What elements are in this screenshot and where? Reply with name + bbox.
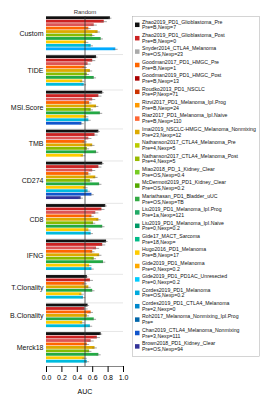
svg-text:McDermott2019_PD1_Kidney_Clear: McDermott2019_PD1_Kidney_ClearPre=OS,Nex… <box>142 179 226 191</box>
svg-text:Roudko2013_PD1_NSCLCPre=P,Nexp: Roudko2013_PD1_NSCLCPre=P,Nexp=71 <box>142 86 205 98</box>
svg-text:1.0: 1.0 <box>119 374 129 381</box>
svg-text:Nathanson2017_CTLA4_Melanoma_P: Nathanson2017_CTLA4_Melanoma_PostPre=4,N… <box>142 153 239 165</box>
svg-text:Hugo2016_PD1_MelanomaPre=B,Nex: Hugo2016_PD1_MelanomaPre=B,Nexp=17 <box>142 246 206 258</box>
svg-text:Rizvi2017_PD1_Melanoma_IpI.Pro: Rizvi2017_PD1_Melanoma_IpI.ProgPre=B,Nex… <box>142 99 226 111</box>
svg-text:Liu2019_PD1_Melanoma_IpI.Naive: Liu2019_PD1_Melanoma_IpI.NaivePre=0,Nexp… <box>142 220 224 232</box>
svg-text:B.Clonality: B.Clonality <box>10 312 44 320</box>
svg-text:Gide2019_PD1_MelanomaPre=0,Nex: Gide2019_PD1_MelanomaPre=0,Nexp=0.2 <box>142 260 205 272</box>
svg-text:Liu2019_PD1_Melanoma_IpI.ProgP: Liu2019_PD1_Melanoma_IpI.ProgPre=1a,Nexp… <box>142 206 222 218</box>
svg-text:Merck18: Merck18 <box>17 344 44 351</box>
svg-text:Miao2018_PD_1_Kidney_ClearPre=: Miao2018_PD_1_Kidney_ClearPre=OS,Nexp=0.… <box>142 166 215 178</box>
svg-text:Brown2018_PD1_Kidney_ClearPre=: Brown2018_PD1_Kidney_ClearPre=OS,Nexp=94 <box>142 340 216 352</box>
svg-text:Cordes2019_PD1_MelanomaPre=OS,: Cordes2019_PD1_MelanomaPre=OS,Nexp=0.2 <box>142 287 210 299</box>
svg-text:TIDE: TIDE <box>28 67 44 74</box>
svg-text:Snyder2014_CTLA4_MelanomaPre=O: Snyder2014_CTLA4_MelanomaPre=OS,Nexp=23 <box>142 45 216 57</box>
svg-text:T.Clonality: T.Clonality <box>11 284 44 292</box>
svg-text:Goodman2019_PD1_HMGC_PostPre=B: Goodman2019_PD1_HMGC_PostPre=B,Nexp=13 <box>142 72 222 84</box>
svg-text:Gide17_MACT_SarcomaPre=18,Nexp: Gide17_MACT_SarcomaPre=18,Nexp= <box>142 233 200 245</box>
svg-text:IFNG: IFNG <box>27 252 44 259</box>
svg-text:Gide2019_PD1_PD1AC_UnresectedP: Gide2019_PD1_PD1AC_UnresectedPre=0,Nexp=… <box>142 273 227 285</box>
svg-text:Roh2017_Melanoma_Nonmixing_IpI: Roh2017_Melanoma_Nonmixing_IpI.ProgPre= <box>142 313 239 325</box>
svg-text:0.0: 0.0 <box>42 374 52 381</box>
svg-text:Custom: Custom <box>19 30 43 37</box>
svg-text:TMB: TMB <box>29 140 44 147</box>
svg-text:Mariathasan_PD1_Bladder_uUCPre: Mariathasan_PD1_Bladder_uUCPre=OS,Nexp=T… <box>142 193 218 205</box>
svg-text:0.2: 0.2 <box>57 374 67 381</box>
svg-text:0.8: 0.8 <box>103 374 113 381</box>
svg-text:Zhao2019_PD1_Glioblastoma_Post: Zhao2019_PD1_Glioblastoma_PostPre=B,Nexp… <box>142 32 225 44</box>
svg-text:Random: Random <box>74 9 97 15</box>
svg-text:Goodman2017_PD1_HMGC_PrePre=B,: Goodman2017_PD1_HMGC_PrePre=B,Nexp=1 <box>142 59 219 71</box>
svg-text:CD8: CD8 <box>29 216 43 223</box>
svg-text:Chan2019_CTLA4_Melanoma_Nonmix: Chan2019_CTLA4_Melanoma_NonmixingPre=3,N… <box>142 327 240 339</box>
svg-text:Imai2019_NSCLC-HMGC_Melanoma_N: Imai2019_NSCLC-HMGC_Melanoma_NonmixingPr… <box>142 126 256 138</box>
svg-text:CD274: CD274 <box>22 177 44 184</box>
svg-text:AUC: AUC <box>78 388 93 395</box>
svg-text:MSI.Score: MSI.Score <box>11 104 44 111</box>
svg-text:Zhao2019_PD1_Glioblastoma_PreP: Zhao2019_PD1_Glioblastoma_PrePre=B,Nexp=… <box>142 19 223 31</box>
svg-text:0.4: 0.4 <box>72 374 82 381</box>
svg-text:Cordes2019_PD1_CTLA4_MelanomaP: Cordes2019_PD1_CTLA4_MelanomaPre=2,Nexp=… <box>142 300 229 312</box>
svg-text:Riaz2017_PD1_Melanoma_IpI.Naiv: Riaz2017_PD1_Melanoma_IpI.NaivePre=B,Nex… <box>142 112 227 124</box>
svg-text:Nathanson2017_CTLA4_Melanoma_P: Nathanson2017_CTLA4_Melanoma_PrePre=4,Ne… <box>142 139 236 151</box>
svg-text:0.6: 0.6 <box>88 374 98 381</box>
